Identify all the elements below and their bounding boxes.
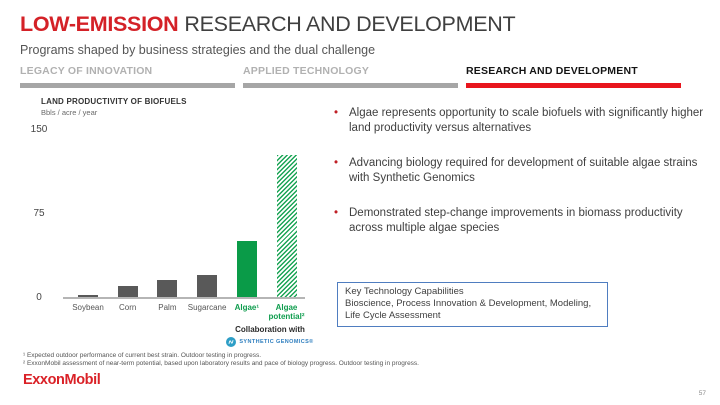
- tab-research-and-development[interactable]: RESEARCH AND DEVELOPMENT: [466, 65, 681, 88]
- collaboration-label: Collaboration with: [235, 325, 305, 334]
- page-title-highlight: LOW-EMISSION: [20, 12, 179, 36]
- footnote-1: ¹ Expected outdoor performance of curren…: [23, 352, 262, 359]
- tab-legacy-of-innovation[interactable]: LEGACY OF INNOVATION: [20, 65, 235, 88]
- key-box-line-2: Bioscience, Process Innovation & Develop…: [345, 298, 592, 310]
- footnotes: ¹ Expected outdoor performance of curren…: [23, 352, 419, 367]
- tab-bar: LEGACY OF INNOVATION APPLIED TECHNOLOGY RE…: [20, 65, 689, 88]
- y-axis-tick-75: 75: [33, 208, 45, 219]
- chart-title: LAND PRODUCTIVITY OF BIOFUELS: [41, 97, 187, 106]
- bullet-item-1: Algae represents opportunity to scale bi…: [334, 106, 706, 135]
- page-number: 57: [698, 390, 706, 397]
- page-subtitle: Programs shaped by business strategies a…: [20, 43, 376, 57]
- category-label-algae: Algae¹: [234, 303, 260, 312]
- category-label-algae-potential: Algae potential²: [268, 303, 305, 321]
- tab-underline: [243, 83, 458, 88]
- exxonmobil-logo: ExxonMobil: [23, 372, 101, 388]
- bar-corn: [117, 285, 138, 297]
- tab-underline: [466, 83, 681, 88]
- tab-label: APPLIED TECHNOLOGY: [243, 65, 370, 77]
- bar-algae: [236, 241, 257, 297]
- category-label-sugarcane: Sugarcane: [187, 303, 227, 312]
- category-label-corn: Corn: [119, 303, 137, 312]
- y-axis-tick-0: 0: [36, 292, 42, 303]
- bullet-list: Algae represents opportunity to scale bi…: [334, 106, 706, 256]
- page-title: LOW-EMISSION RESEARCH AND DEVELOPMENT: [20, 12, 516, 37]
- collaboration-logo-row: SYNTHETIC GENOMICS®: [197, 337, 343, 347]
- tab-label: RESEARCH AND DEVELOPMENT: [466, 65, 638, 77]
- page-title-rest: RESEARCH AND DEVELOPMENT: [184, 12, 516, 36]
- chart-plot: 150 75 0 Soybean Corn Palm Sugarcane Algae¹ Alga…: [31, 124, 305, 320]
- key-box-line-1: Key Technology Capabilities: [345, 286, 464, 297]
- tab-applied-technology[interactable]: APPLIED TECHNOLOGY: [243, 65, 458, 88]
- bullet-item-2: Advancing biology required for developme…: [334, 156, 706, 185]
- category-label-palm: Palm: [158, 303, 177, 312]
- tab-label: LEGACY OF INNOVATION: [20, 65, 153, 77]
- bar-soybean: [78, 294, 98, 297]
- key-capabilities-box: Key Technology Capabilities Bioscience, P…: [337, 282, 608, 327]
- collaboration-partner-name: SYNTHETIC GENOMICS®: [239, 339, 314, 345]
- chart-unit-label: Bbls / acre / year: [41, 108, 98, 117]
- collaboration-block: Collaboration with SYNTHETIC GENOMICS®: [197, 325, 343, 347]
- footnote-2: ² ExxonMobil assessment of near-term pot…: [23, 359, 419, 367]
- bullet-item-3: Demonstrated step-change improvements in…: [334, 206, 706, 235]
- category-label-soybean: Soybean: [72, 303, 104, 312]
- key-box-line-3: Life Cycle Assessment: [345, 310, 441, 322]
- tab-underline: [20, 83, 235, 88]
- bar-palm: [157, 280, 178, 297]
- synthetic-genomics-logo-icon: [226, 337, 237, 347]
- bar-sugarcane: [197, 274, 218, 297]
- y-axis-tick-150: 150: [30, 124, 48, 135]
- bar-algae-potential: [276, 154, 297, 297]
